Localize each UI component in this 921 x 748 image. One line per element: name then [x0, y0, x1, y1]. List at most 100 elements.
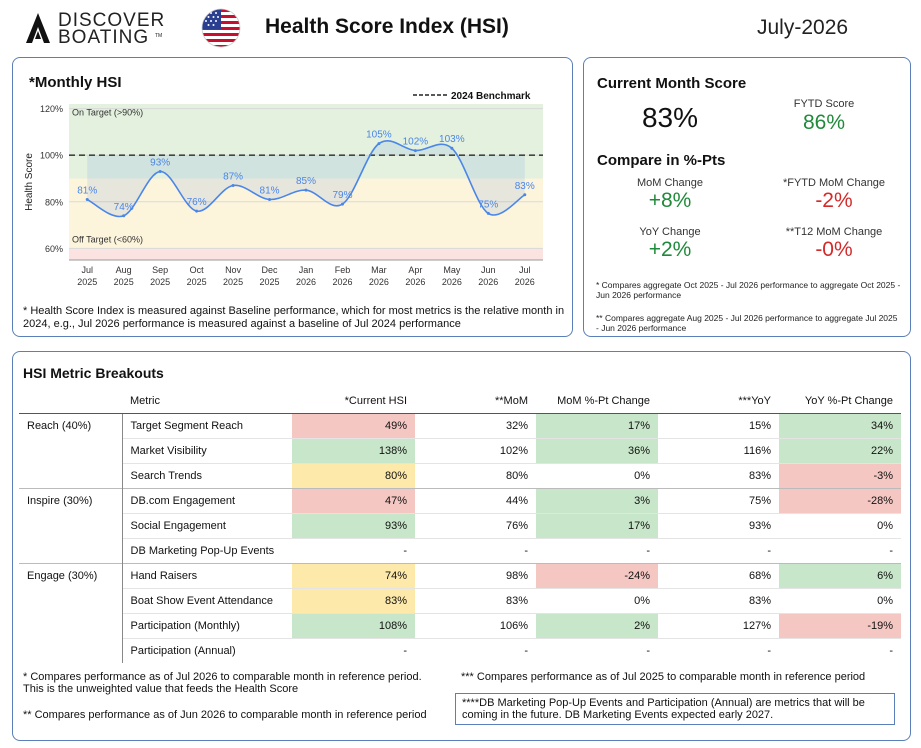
y-tick-label: 60%: [45, 244, 63, 254]
data-label: 105%: [366, 130, 392, 141]
data-point: [377, 142, 381, 146]
page-title: Health Score Index (HSI): [265, 15, 509, 38]
metric-name: Market Visibility: [121, 437, 292, 463]
data-label: 76%: [187, 197, 207, 208]
data-point: [413, 149, 417, 153]
target-band-2: [69, 248, 543, 260]
mom-cell: -: [415, 537, 536, 563]
header: DISCOVER BOATING TM Health Score Index (…: [0, 0, 921, 56]
yoy-cell: 127%: [658, 612, 779, 638]
current-hsi-cell: 74%: [292, 562, 415, 588]
group-label: [19, 613, 122, 638]
yoy-change-cell: -: [779, 537, 901, 563]
data-label: 74%: [114, 202, 134, 213]
x-tick-month: Apr: [408, 265, 422, 275]
data-label: 79%: [332, 190, 352, 201]
footnote-mom: ** Compares performance as of Jun 2026 t…: [23, 709, 427, 721]
mom-cell: 98%: [415, 562, 536, 588]
x-tick-month: Sep: [152, 265, 168, 275]
metric-name: Social Engagement: [121, 512, 292, 538]
mom-change-cell: 0%: [536, 587, 658, 613]
x-tick-year: 2026: [478, 277, 498, 287]
mom-change-cell: 36%: [536, 437, 658, 463]
group-header: [19, 389, 122, 414]
x-tick-month: Dec: [262, 265, 279, 275]
x-tick-month: May: [443, 265, 461, 275]
yoy-change-cell: 34%: [779, 413, 901, 438]
us-flag-icon: [201, 8, 241, 48]
yoy-cell: -: [658, 637, 779, 663]
yoy-change-cell: -3%: [779, 462, 901, 488]
current-hsi-cell: 83%: [292, 587, 415, 613]
current-hsi-cell: 80%: [292, 462, 415, 488]
yoy-cell: -: [658, 537, 779, 563]
yoy-change-cell: 0%: [779, 512, 901, 538]
data-point: [268, 197, 272, 201]
col-mom-change: MoM %-Pt Change: [536, 389, 658, 414]
data-point: [85, 197, 89, 201]
mom-change-cell: -24%: [536, 562, 658, 588]
fytd-score-value: 86%: [802, 111, 846, 134]
fytd-mom-change-label: *FYTD MoM Change: [782, 177, 886, 189]
score-note-t12: ** Compares aggregate Aug 2025 - Jul 202…: [596, 313, 898, 333]
table-row: Market Visibility 138% 102% 36% 116% 22%: [19, 437, 901, 463]
x-tick-year: 2026: [442, 277, 462, 287]
mom-change-value: +8%: [648, 189, 692, 212]
x-tick-year: 2025: [223, 277, 243, 287]
group-label: Inspire (30%): [19, 487, 122, 513]
metric-breakouts-table: Metric *Current HSI **MoM MoM %-Pt Chang…: [19, 389, 901, 663]
table-row: Inspire (30%) DB.com Engagement 47% 44% 3% 75…: [19, 487, 901, 513]
monthly-hsi-title: *Monthly HSI: [29, 74, 122, 91]
mom-cell: 102%: [415, 437, 536, 463]
mom-change-cell: 2%: [536, 612, 658, 638]
current-hsi-cell: -: [292, 637, 415, 663]
metric-name: Hand Raisers: [121, 562, 292, 588]
data-label: 103%: [439, 134, 465, 145]
yoy-change-cell: -: [779, 637, 901, 663]
x-tick-year: 2025: [260, 277, 280, 287]
data-label: 85%: [296, 176, 316, 187]
current-hsi-cell: 49%: [292, 413, 415, 438]
data-label: 93%: [150, 158, 170, 169]
current-score-panel: Current Month Score 83% FYTD Score 86% C…: [583, 57, 911, 337]
table-row: DB Marketing Pop-Up Events - - - - -: [19, 537, 901, 563]
table-row: Engage (30%) Hand Raisers 74% 98% -24% 68% 6%: [19, 562, 901, 588]
on-target-label: On Target (>90%): [72, 108, 143, 118]
x-tick-month: Feb: [335, 265, 351, 275]
x-tick-month: Mar: [371, 265, 387, 275]
x-tick-year: 2026: [405, 277, 425, 287]
future-metrics-note: ****DB Marketing Pop-Up Events and Parti…: [455, 693, 895, 725]
benchmark-legend-label: 2024 Benchmark: [451, 91, 531, 102]
data-label: 83%: [515, 181, 535, 192]
current-hsi-cell: 47%: [292, 487, 415, 513]
yoy-change-label: YoY Change: [639, 226, 701, 238]
current-hsi-cell: 138%: [292, 437, 415, 463]
x-tick-year: 2025: [187, 277, 207, 287]
yoy-change-value: +2%: [648, 238, 692, 261]
table-row: Social Engagement 93% 76% 17% 93% 0%: [19, 512, 901, 538]
fytd-mom-change-value: -2%: [815, 189, 853, 212]
current-month-score-title: Current Month Score: [597, 75, 747, 92]
mom-cell: 80%: [415, 462, 536, 488]
yoy-change-cell: -19%: [779, 612, 901, 638]
mom-change-cell: 17%: [536, 512, 658, 538]
y-tick-label: 100%: [40, 151, 63, 161]
data-point: [158, 170, 162, 174]
group-label: [19, 463, 122, 488]
yoy-cell: 93%: [658, 512, 779, 538]
col-yoy-change: YoY %-Pt Change: [779, 389, 901, 414]
group-label: Engage (30%): [19, 562, 122, 588]
off-target-label: Off Target (<60%): [72, 235, 143, 245]
mom-cell: 32%: [505, 419, 528, 432]
current-hsi-cell: 108%: [292, 612, 415, 638]
col-metric: Metric: [122, 389, 292, 414]
data-point: [523, 193, 527, 197]
x-tick-year: 2026: [332, 277, 352, 287]
t12-mom-change-label: **T12 MoM Change: [785, 226, 883, 238]
current-hsi-cell: 93%: [292, 512, 415, 538]
metric-name: DB.com Engagement: [121, 487, 292, 513]
mom-change-cell: -: [536, 537, 658, 563]
footnote-yoy: *** Compares performance as of Jul 2025 …: [461, 671, 866, 683]
x-tick-month: Oct: [190, 265, 205, 275]
compare-title: Compare in %-Pts: [597, 152, 726, 169]
